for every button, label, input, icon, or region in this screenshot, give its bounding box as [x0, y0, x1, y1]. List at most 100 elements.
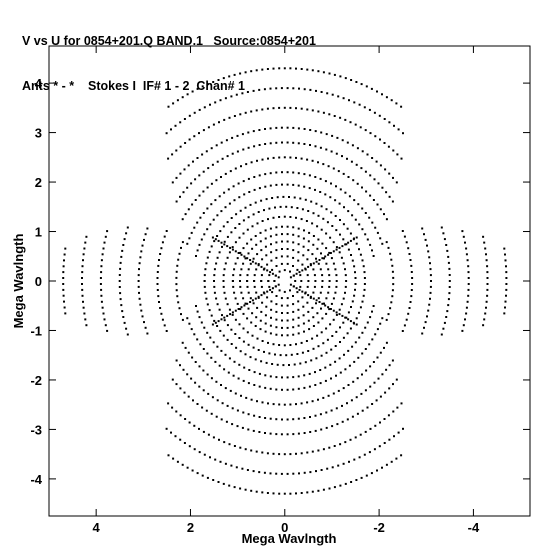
- uv-point: [443, 321, 446, 324]
- uv-point: [198, 194, 201, 197]
- uv-point: [426, 244, 428, 247]
- uv-point: [465, 247, 468, 250]
- uv-point: [355, 317, 358, 320]
- uv-point: [391, 264, 394, 267]
- uv-point: [295, 492, 297, 495]
- uv-point: [428, 256, 431, 259]
- uv-point: [223, 441, 226, 444]
- uv-point: [348, 460, 350, 463]
- uv-point: [347, 318, 350, 321]
- uv-point: [303, 173, 306, 176]
- uv-point: [503, 247, 506, 250]
- uv-point: [275, 376, 278, 379]
- uv-point: [224, 353, 227, 356]
- uv-point: [202, 348, 205, 350]
- uv-point: [347, 311, 350, 314]
- uv-point: [209, 456, 211, 459]
- uv-point: [257, 211, 260, 213]
- uv-point: [119, 261, 122, 264]
- uv-point: [191, 90, 194, 93]
- uv-point: [267, 280, 270, 282]
- uv-point: [447, 304, 450, 307]
- uv-point: [292, 226, 295, 229]
- uv-point: [504, 259, 507, 262]
- uv-point: [365, 85, 368, 88]
- uv-point: [295, 272, 298, 275]
- uv-point: [202, 190, 205, 193]
- uv-point: [238, 363, 241, 366]
- uv-point: [264, 330, 267, 333]
- uv-point: [381, 186, 384, 189]
- uv-point: [354, 123, 357, 126]
- uv-point: [400, 157, 403, 160]
- uv-point: [364, 348, 367, 350]
- uv-point: [286, 388, 289, 391]
- uv-point: [328, 251, 331, 254]
- uv-point: [81, 288, 84, 291]
- uv-point: [392, 176, 394, 179]
- uv-point: [324, 366, 327, 369]
- uv-point: [229, 389, 232, 392]
- uv-point: [443, 238, 446, 241]
- uv-point: [348, 195, 351, 198]
- uv-point: [271, 197, 274, 199]
- uv-point: [286, 418, 289, 421]
- uv-point: [201, 85, 204, 88]
- x-tick-label: 4: [93, 520, 101, 535]
- uv-point: [356, 412, 359, 415]
- uv-point: [275, 256, 278, 259]
- uv-point: [315, 357, 318, 360]
- uv-point: [286, 334, 289, 337]
- uv-point: [342, 172, 345, 175]
- uv-point: [213, 319, 216, 322]
- uv-point: [207, 392, 210, 395]
- uv-point: [504, 253, 506, 256]
- uv-point: [370, 87, 373, 90]
- uv-point: [339, 326, 341, 329]
- uv-point: [368, 451, 371, 454]
- uv-point: [275, 226, 278, 229]
- uv-point: [141, 244, 144, 247]
- uv-point: [383, 213, 385, 216]
- uv-point: [379, 164, 382, 167]
- uv-point: [383, 346, 385, 349]
- uv-point: [100, 300, 103, 303]
- uv-point: [165, 330, 168, 332]
- uv-point: [333, 445, 336, 447]
- uv-point: [170, 128, 172, 131]
- uv-point: [312, 316, 315, 319]
- uv-point: [187, 395, 190, 398]
- uv-point: [231, 407, 234, 410]
- uv-point: [275, 326, 278, 329]
- uv-point: [325, 148, 328, 151]
- uv-point: [505, 265, 507, 268]
- uv-point: [302, 305, 305, 308]
- uv-point: [292, 87, 295, 90]
- uv-point: [206, 228, 209, 231]
- uv-point: [315, 470, 317, 473]
- uv-point: [175, 276, 178, 279]
- uv-point: [355, 323, 358, 326]
- uv-point: [179, 387, 182, 390]
- uv-point: [400, 105, 403, 108]
- uv-point: [317, 70, 320, 73]
- uv-point: [429, 291, 432, 294]
- uv-point: [177, 258, 180, 261]
- uv-point: [388, 387, 391, 390]
- uv-point: [230, 231, 233, 234]
- uv-point: [247, 307, 250, 310]
- uv-point: [275, 472, 278, 475]
- uv-point: [157, 295, 160, 298]
- uv-point: [228, 75, 231, 78]
- uv-point: [172, 457, 175, 460]
- uv-point: [311, 109, 314, 112]
- uv-point: [361, 259, 364, 262]
- uv-point: [329, 236, 332, 239]
- uv-point: [442, 327, 445, 330]
- uv-point: [259, 319, 262, 322]
- uv-point: [385, 341, 388, 344]
- uv-point: [467, 288, 470, 291]
- uv-point: [317, 262, 320, 265]
- uv-point: [351, 415, 354, 418]
- uv-point: [198, 427, 200, 430]
